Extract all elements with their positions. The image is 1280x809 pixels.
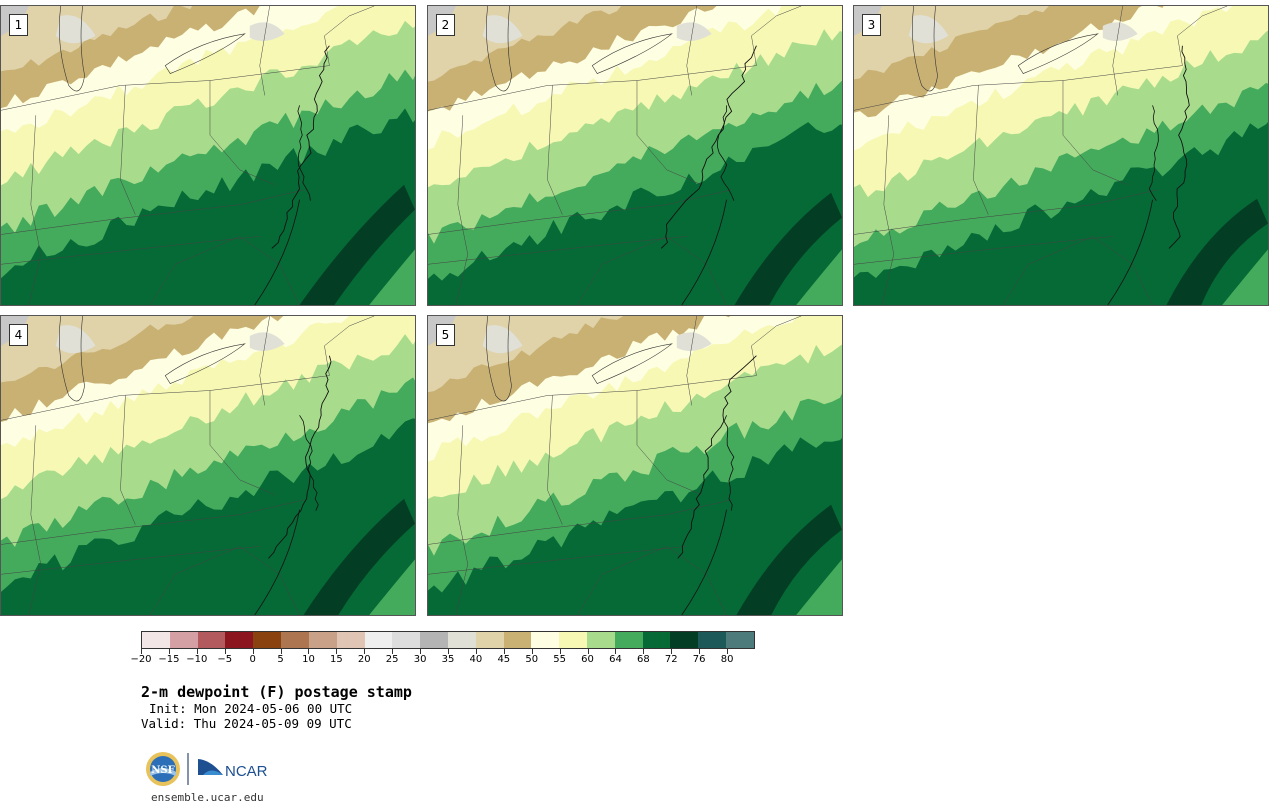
colorbar-tick-mark — [336, 649, 338, 654]
colorbar-tick-label: 40 — [469, 654, 483, 665]
map-panel-4[interactable]: 4 — [0, 315, 416, 616]
colorbar-tick-label: 55 — [553, 654, 566, 665]
panel-number-label[interactable]: 1 — [9, 14, 28, 36]
colorbar-tick-mark — [503, 649, 505, 654]
colorbar-swatch — [281, 632, 309, 648]
colorbar-swatch — [475, 632, 504, 648]
colorbar-swatch — [364, 632, 393, 648]
colorbar-swatch — [642, 632, 671, 648]
colorbar-swatch — [531, 632, 560, 648]
colorbar-tick-mark — [615, 649, 617, 654]
colorbar-swatch — [670, 632, 699, 648]
colorbar-tick-label: −10 — [186, 654, 208, 665]
colorbar-tick-mark — [531, 649, 533, 654]
website-link[interactable]: ensemble.ucar.edu — [151, 791, 264, 804]
colorbar-tick-mark — [475, 649, 477, 654]
map-panel-3[interactable]: 3 — [853, 5, 1269, 306]
map-panel-2[interactable]: 2 — [427, 5, 843, 306]
colorbar-tick-label: 64 — [609, 654, 622, 665]
colorbar-tick-label: 72 — [664, 654, 678, 665]
nsf-logo: NSF — [146, 752, 180, 786]
colorbar-tick-mark — [587, 649, 589, 654]
colorbar-tick-mark — [168, 649, 170, 654]
svg-text:NSF: NSF — [151, 765, 174, 776]
colorbar — [141, 631, 755, 649]
colorbar-swatch — [587, 632, 615, 648]
colorbar-swatch — [308, 632, 337, 648]
colorbar-swatch — [197, 632, 226, 648]
colorbar-tick-mark — [364, 649, 366, 654]
colorbar-tick-label: 25 — [385, 654, 399, 665]
colorbar-tick-label: 68 — [636, 654, 650, 665]
colorbar-tick-label: −5 — [217, 654, 233, 665]
panel-number-label[interactable]: 5 — [436, 324, 455, 346]
colorbar-tick-label: 35 — [441, 654, 455, 665]
colorbar-tick-label: 80 — [720, 654, 734, 665]
map-panel-5[interactable]: 5 — [427, 315, 843, 616]
svg-text:NCAR: NCAR — [225, 763, 268, 780]
colorbar-tick-mark — [448, 649, 449, 654]
ncar-logo: NCAR — [198, 759, 268, 780]
colorbar-tick-label: −15 — [158, 654, 180, 665]
colorbar-swatch — [392, 632, 421, 648]
colorbar-tick-mark — [196, 649, 198, 654]
colorbar-swatch — [420, 632, 448, 648]
colorbar-tick-label: −20 — [130, 654, 152, 665]
colorbar-tick-label: 30 — [413, 654, 427, 665]
colorbar-tick-mark — [420, 649, 422, 654]
colorbar-ticks: −20 −15 −10 −5 0 5 10 15 20 25 30 35 40 45 50 55 60 64 68 7… — [130, 649, 755, 673]
colorbar-swatch — [447, 632, 476, 648]
colorbar-tick-label: 5 — [277, 654, 284, 665]
colorbar-tick-label: 50 — [525, 654, 539, 665]
map-title: 2-m dewpoint (F) postage stamp — [141, 683, 412, 701]
panel-number-label[interactable]: 2 — [436, 14, 455, 36]
colorbar-swatch — [698, 632, 727, 648]
colorbar-swatch — [559, 632, 587, 648]
init-time: Init: Mon 2024-05-06 00 UTC — [149, 701, 353, 716]
panel-number-label[interactable]: 4 — [9, 324, 28, 346]
colorbar-swatch — [726, 632, 754, 648]
colorbar-tick-label: 76 — [692, 654, 706, 665]
colorbar-tick-label: 45 — [497, 654, 511, 665]
colorbar-swatch — [225, 632, 254, 648]
colorbar-tick-mark — [308, 649, 310, 654]
colorbar-tick-label: 0 — [249, 654, 256, 665]
colorbar-swatch — [336, 632, 365, 648]
colorbar-tick-label: 10 — [302, 654, 315, 665]
colorbar-tick-mark — [727, 649, 729, 654]
colorbar-tick-label: 20 — [357, 654, 371, 665]
colorbar-tick-mark — [392, 649, 394, 654]
colorbar-tick-mark — [224, 649, 226, 654]
colorbar-tick-mark — [671, 649, 673, 654]
colorbar-tick-mark — [643, 649, 645, 654]
panel-number-label[interactable]: 3 — [862, 14, 881, 36]
colorbar-tick-mark — [280, 649, 282, 654]
colorbar-tick-mark — [699, 649, 701, 654]
colorbar-swatch — [142, 632, 170, 648]
colorbar-tick-mark — [141, 649, 142, 654]
colorbar-swatch — [614, 632, 643, 648]
colorbar-swatch — [253, 632, 282, 648]
colorbar-swatch — [503, 632, 532, 648]
colorbar-tick-label: 15 — [329, 654, 343, 665]
valid-time: Valid: Thu 2024-05-09 09 UTC — [141, 716, 352, 731]
colorbar-tick-mark — [252, 649, 254, 654]
logo-strip: NSF NCAR — [145, 750, 275, 788]
colorbar-tick-label: 60 — [581, 654, 594, 665]
colorbar-swatch — [169, 632, 198, 648]
colorbar-tick-mark — [559, 649, 561, 654]
map-panel-1[interactable]: 1 — [0, 5, 416, 306]
